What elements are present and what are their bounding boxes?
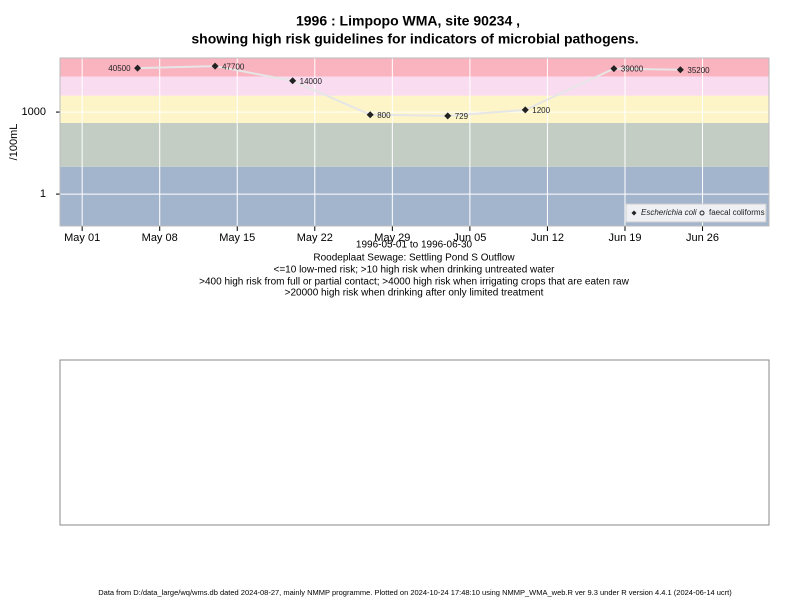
data-label: 729: [455, 112, 469, 121]
data-label: 800: [377, 111, 391, 120]
data-label: 47700: [222, 62, 245, 71]
y-tick-label: 1: [40, 188, 46, 200]
x-tick-label: Jun 12: [531, 232, 564, 244]
data-point: [610, 65, 618, 73]
data-label: 35200: [687, 66, 710, 75]
legend-box: [625, 203, 767, 223]
x-tick-label: May 01: [64, 232, 100, 244]
x-axis-label: 1996-05-01 to 1996-06-30: [356, 240, 473, 251]
legend-marker: [631, 210, 637, 216]
legend-label: Escherichia coli: [641, 208, 697, 217]
risk-band: [60, 95, 769, 123]
plot-border: [59, 57, 770, 227]
data-point: [211, 62, 219, 70]
plot-area: [60, 58, 769, 226]
data-point: [366, 111, 374, 119]
x-tick-label: May 29: [374, 232, 410, 244]
chart-subtitle: showing high risk guidelines for indicat…: [191, 31, 638, 47]
data-point: [444, 112, 452, 120]
site-label: Roodeplaat Sewage: Settling Pond S Outfl…: [313, 253, 515, 264]
data-point: [289, 77, 297, 85]
data-label: 1200: [532, 106, 550, 115]
legend-label: faecal coliforms: [709, 208, 765, 217]
risk-band: [60, 122, 769, 167]
x-tick-label: Jun 19: [608, 232, 641, 244]
data-label: 14000: [300, 77, 323, 86]
footer: Data from D:/data_large/wq/wms.db dated …: [98, 588, 732, 597]
x-tick-label: May 22: [297, 232, 333, 244]
data-point: [134, 64, 142, 72]
guideline-text: >20000 high risk when drinking after onl…: [285, 288, 544, 299]
x-tick-label: May 15: [219, 232, 255, 244]
data-point: [676, 66, 684, 74]
y-tick-label: 1000: [22, 106, 46, 118]
data-label: 39000: [621, 65, 644, 74]
y-axis-label: /100mL: [8, 124, 20, 161]
x-tick-label: May 08: [142, 232, 178, 244]
chart-title: 1996 : Limpopo WMA, site 90234 ,: [296, 13, 520, 29]
guideline-text: <=10 low-med risk; >10 high risk when dr…: [274, 265, 556, 276]
data-point: [521, 106, 529, 114]
risk-band: [60, 76, 769, 96]
empty-panel: [59, 359, 770, 526]
data-label: 40500: [108, 64, 131, 73]
legend-marker: [699, 210, 705, 216]
series-line: [137, 65, 681, 117]
x-tick-label: Jun 26: [686, 232, 719, 244]
guideline-text: >400 high risk from full or partial cont…: [199, 277, 629, 288]
x-tick-label: Jun 05: [453, 232, 486, 244]
